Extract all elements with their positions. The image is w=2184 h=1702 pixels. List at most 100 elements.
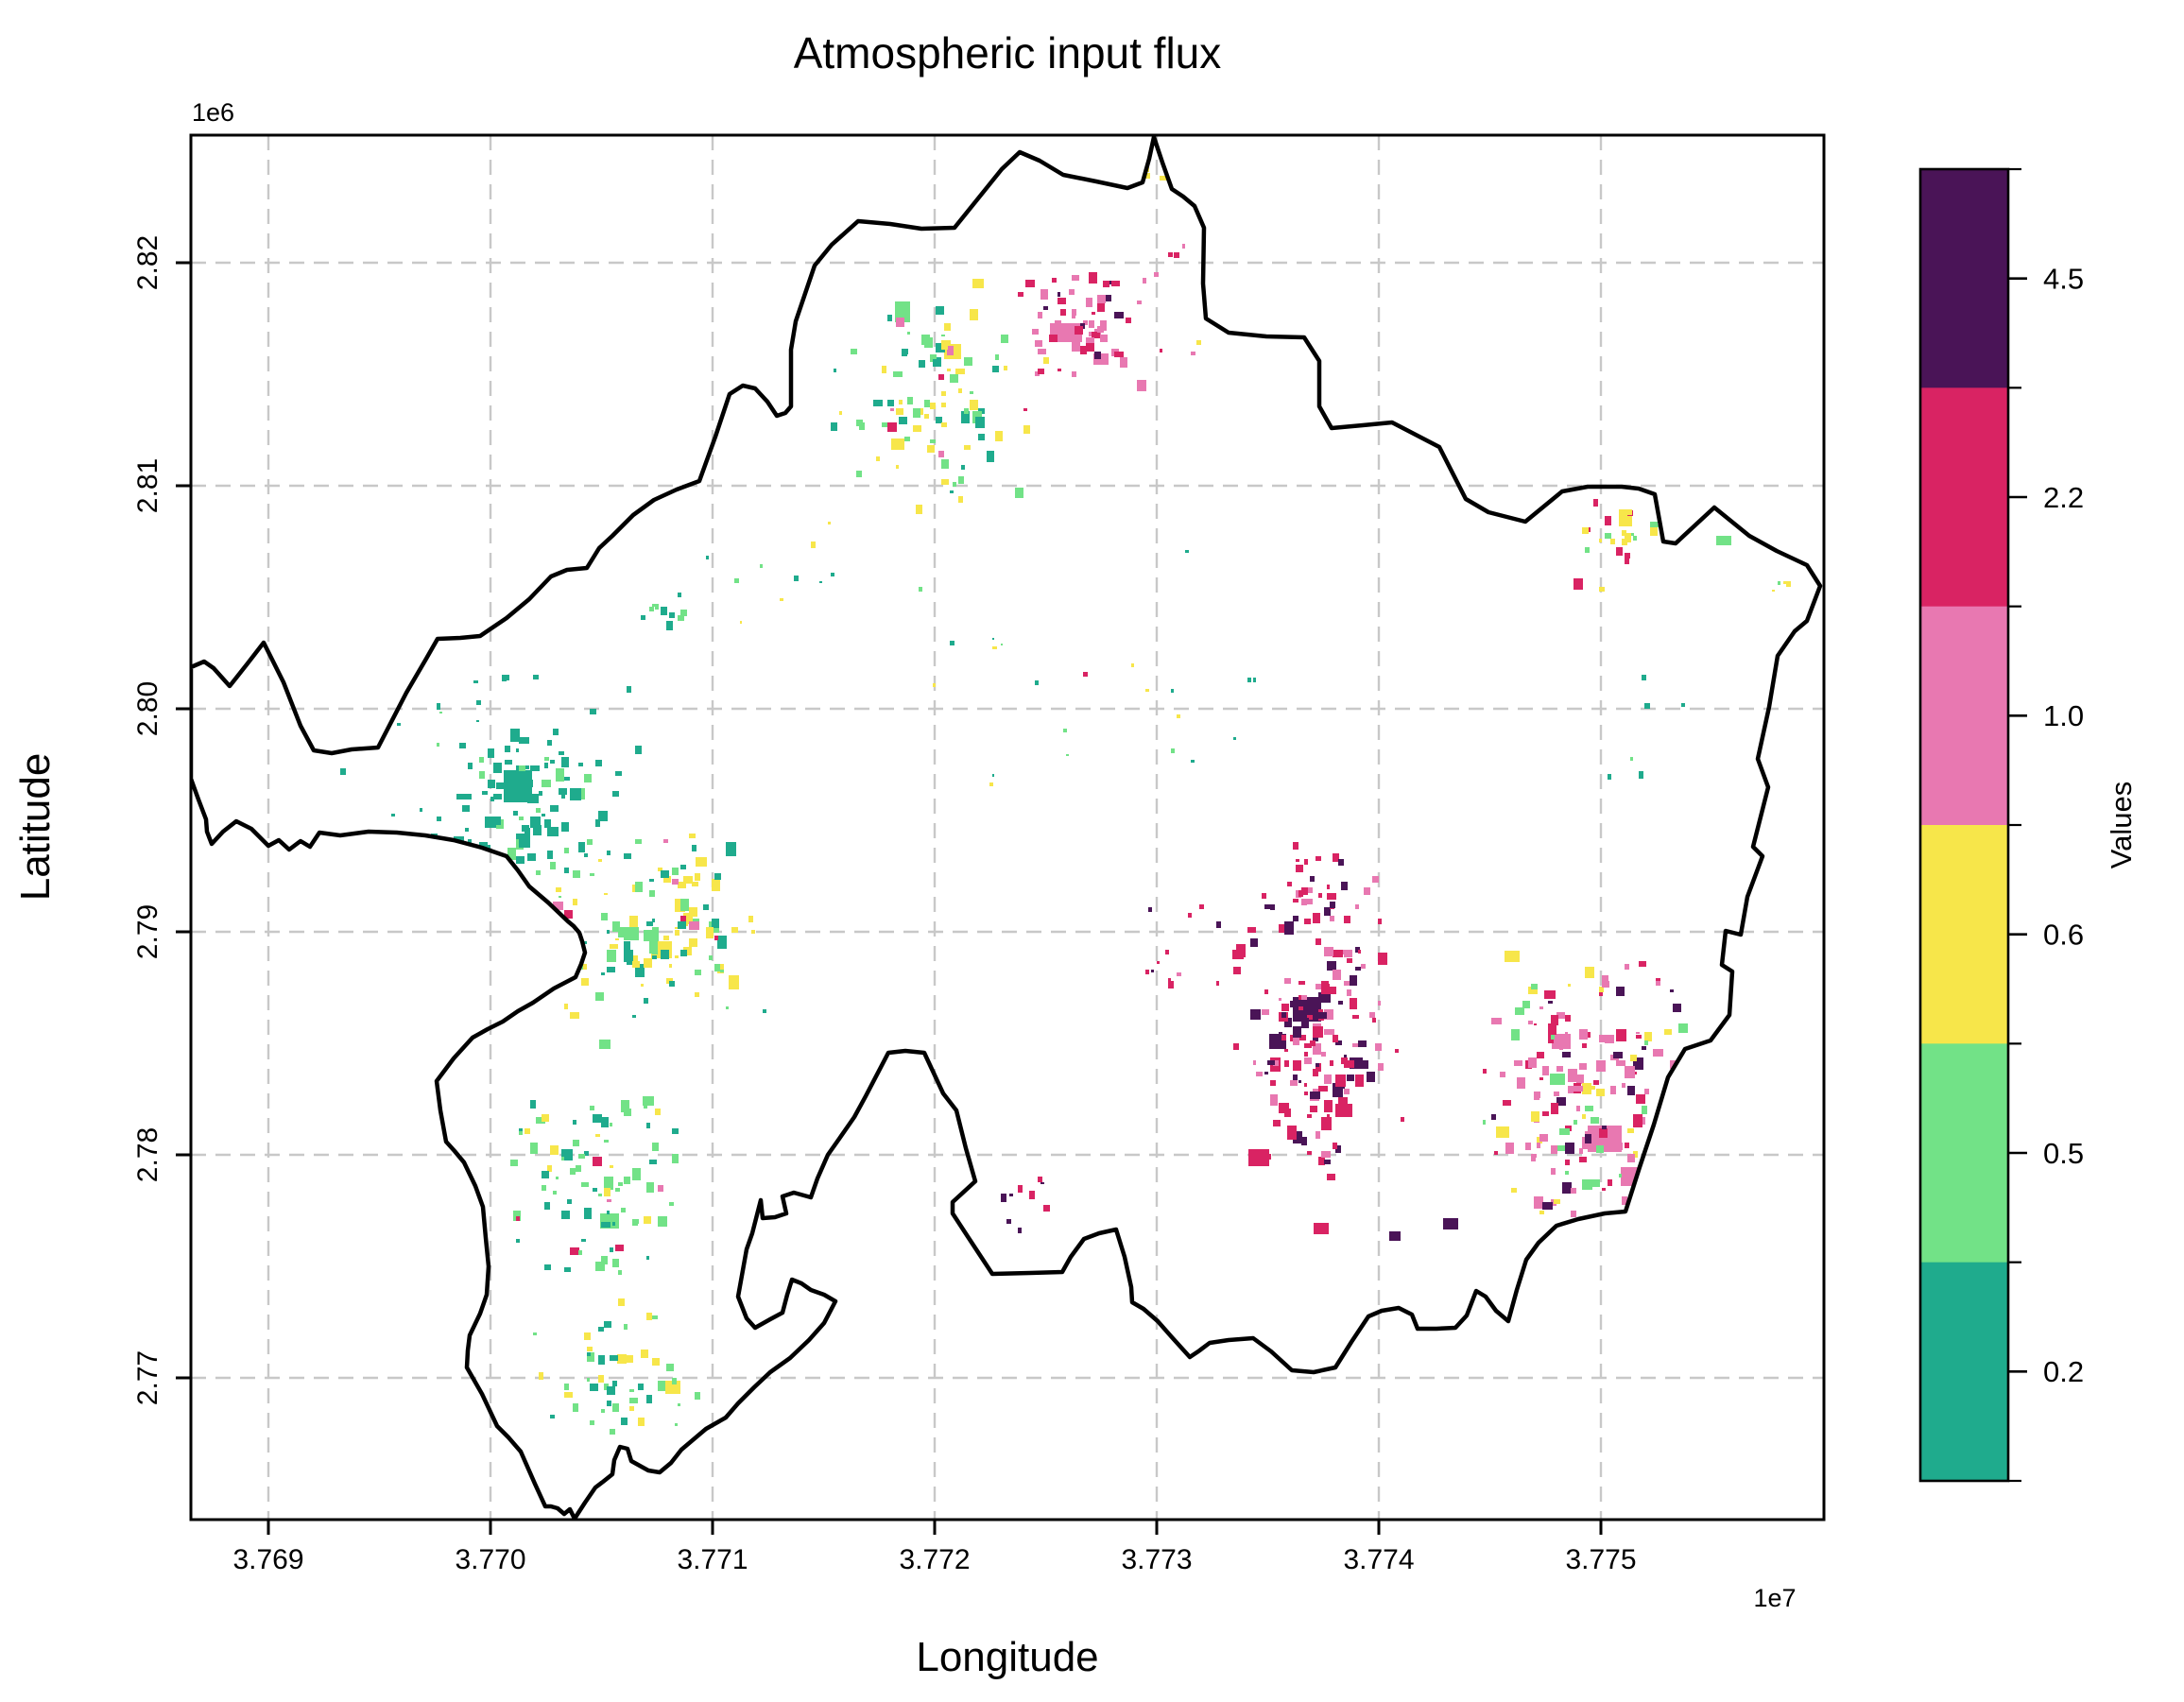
- raster-cell: [887, 315, 892, 321]
- raster-cell: [1043, 1205, 1050, 1212]
- raster-cell: [595, 992, 604, 1001]
- colorbar-tick-label: 0.5: [2043, 1137, 2084, 1170]
- raster-cell: [646, 1256, 649, 1260]
- raster-cell: [720, 970, 724, 972]
- raster-cell: [527, 780, 533, 787]
- raster-cell: [1304, 1083, 1307, 1087]
- raster-cell: [590, 1420, 594, 1425]
- raster-cell: [519, 1131, 523, 1135]
- raster-cell: [1333, 970, 1341, 980]
- raster-cell: [1361, 964, 1366, 969]
- raster-cell: [975, 417, 985, 428]
- raster-cell: [1585, 1131, 1588, 1134]
- colorbar-band: [1920, 825, 2008, 1044]
- raster-cell: [714, 873, 721, 880]
- raster-cell: [570, 788, 581, 800]
- raster-cell: [564, 1267, 571, 1272]
- raster-cell: [1131, 663, 1134, 667]
- raster-cell: [1568, 984, 1571, 987]
- raster-cell: [1539, 1211, 1544, 1214]
- raster-cell: [561, 822, 569, 832]
- raster-cell: [1335, 1074, 1346, 1087]
- raster-cell: [712, 919, 719, 928]
- raster-cell: [1313, 913, 1320, 923]
- raster-cell: [612, 791, 619, 797]
- raster-cell: [587, 1352, 594, 1362]
- raster-cell: [1083, 320, 1088, 325]
- raster-cell: [1576, 1077, 1581, 1084]
- raster-cell: [1591, 1086, 1595, 1090]
- raster-cell: [510, 1160, 518, 1166]
- raster-cell: [1191, 352, 1195, 355]
- raster-cell: [1307, 1151, 1312, 1155]
- raster-cell: [851, 349, 857, 354]
- raster-cell: [669, 981, 675, 987]
- raster-cell: [652, 1315, 658, 1319]
- raster-cell: [533, 1332, 537, 1335]
- raster-cell: [610, 1355, 618, 1361]
- raster-cell: [1599, 1128, 1608, 1138]
- raster-cell: [899, 400, 903, 404]
- raster-cell: [539, 1372, 543, 1380]
- raster-blob: [547, 827, 559, 836]
- raster-cell: [689, 834, 696, 838]
- raster-cell: [644, 930, 652, 941]
- raster-cell: [590, 873, 594, 876]
- raster-cell: [661, 870, 669, 878]
- raster-cell: [516, 1216, 520, 1221]
- raster-cell: [627, 1355, 633, 1363]
- raster-cell: [652, 1358, 660, 1366]
- raster-cell: [930, 354, 937, 359]
- raster-cell: [1355, 947, 1360, 953]
- raster-cell: [1089, 332, 1092, 336]
- raster-cell: [530, 1100, 536, 1109]
- raster-cell: [680, 610, 687, 616]
- raster-cell: [1367, 1072, 1375, 1082]
- raster-cell: [1551, 1103, 1558, 1114]
- raster-cell: [530, 817, 541, 828]
- raster-cell: [1633, 1057, 1643, 1070]
- raster-cell: [663, 876, 671, 883]
- raster-cell: [1514, 1060, 1522, 1066]
- raster-cell: [1619, 1174, 1622, 1178]
- raster-cell: [578, 1250, 582, 1255]
- raster-cell: [1565, 1160, 1570, 1165]
- raster-cell: [1032, 329, 1039, 335]
- raster-blob: [1574, 578, 1583, 590]
- raster-cell: [1072, 309, 1076, 316]
- raster-cell: [919, 360, 925, 368]
- raster-cell: [1494, 1151, 1498, 1155]
- raster-cell: [1177, 972, 1181, 976]
- raster-cell: [573, 899, 577, 905]
- raster-cell: [1290, 1001, 1298, 1007]
- raster-cell: [638, 1384, 644, 1390]
- raster-cell: [1216, 981, 1219, 986]
- raster-cell: [964, 357, 972, 366]
- raster-cell: [1585, 1134, 1591, 1143]
- raster-cell: [646, 1182, 654, 1193]
- raster-cell: [525, 765, 529, 769]
- raster-cell: [751, 930, 755, 934]
- raster-cell: [1293, 842, 1298, 850]
- raster-cells: [259, 142, 1791, 1435]
- raster-cell: [1284, 1060, 1289, 1067]
- raster-cell: [1565, 1032, 1568, 1036]
- raster-cell: [1055, 320, 1061, 331]
- raster-cell: [462, 805, 470, 812]
- raster-cell: [493, 817, 501, 825]
- raster-cell: [907, 332, 910, 335]
- raster-cell: [1642, 1046, 1646, 1050]
- raster-cell: [561, 1157, 564, 1160]
- raster-cell: [856, 471, 862, 477]
- raster-cell: [601, 1222, 610, 1228]
- raster-cell: [590, 1106, 594, 1110]
- raster-cell: [516, 834, 521, 840]
- raster-cell: [1579, 1157, 1587, 1162]
- raster-cell: [1650, 522, 1658, 531]
- raster-cell: [635, 882, 643, 892]
- raster-cell: [1154, 272, 1159, 277]
- raster-cell: [887, 400, 894, 406]
- raster-cell: [1137, 380, 1146, 391]
- raster-cell: [740, 621, 742, 624]
- raster-cell: [1610, 539, 1615, 544]
